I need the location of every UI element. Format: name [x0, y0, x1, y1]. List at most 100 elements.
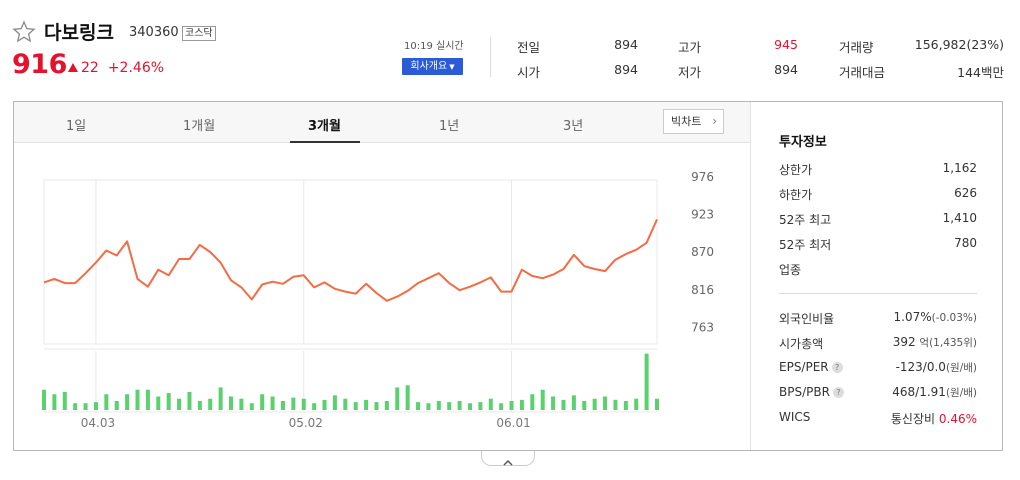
volume-bar	[436, 400, 441, 410]
volume-label: 거래량	[839, 40, 874, 55]
collapse-button[interactable]	[481, 451, 535, 466]
bps-pbr-text: BPS/PBR	[779, 385, 830, 399]
volume-bar	[447, 402, 452, 410]
x-tick-label: 04.03	[81, 416, 115, 430]
volume-bar	[603, 396, 608, 410]
volume-bar	[260, 394, 265, 410]
volume-bar	[125, 394, 130, 410]
volume-bar	[623, 400, 628, 410]
prev-close-label: 전일	[517, 40, 541, 55]
eps-per-text: EPS/PER	[779, 360, 829, 374]
company-overview-button[interactable]: 회사개요 ▼	[402, 58, 463, 75]
volume-bar	[405, 385, 410, 410]
period-tabs: 1일 1개월 3개월 1년 3년 빅차트 ›	[14, 102, 750, 143]
volume-bar	[166, 393, 171, 410]
volume-bar	[156, 396, 161, 410]
market-cap-unit: 억(1,435위)	[919, 337, 977, 349]
volume-bar	[312, 403, 317, 410]
volume-bar	[239, 398, 244, 410]
foreign-ratio-change: (-0.03%)	[931, 312, 977, 324]
volume-value: 156,982(23%)	[914, 37, 1004, 52]
volume-bar	[509, 400, 514, 410]
volume-bar	[499, 403, 504, 410]
lower-limit-label: 하한가	[779, 188, 813, 202]
volume-bar	[634, 398, 639, 410]
stock-code: 340360	[129, 25, 179, 40]
y-tick-label: 976	[691, 170, 714, 184]
volume-bar	[467, 403, 472, 410]
low52-value: 780	[954, 236, 977, 250]
y-tick-label: 763	[691, 321, 714, 335]
tab-1d[interactable]: 1일	[66, 119, 87, 134]
volume-bar	[530, 394, 535, 410]
high52-label: 52주 최고	[779, 213, 832, 227]
volume-bar	[395, 387, 400, 410]
volume-bar	[104, 394, 109, 410]
help-icon[interactable]: ?	[832, 387, 844, 398]
wics-value: 통신장비 0.46%	[891, 410, 977, 427]
volume-bar	[249, 403, 254, 410]
change-rate: +2.46%	[107, 60, 165, 76]
x-tick-label: 06.01	[496, 416, 530, 430]
volume-bar	[519, 399, 524, 410]
high-label: 고가	[678, 40, 702, 55]
tab-1m[interactable]: 1개월	[183, 119, 216, 134]
volume-bar	[571, 395, 576, 410]
volume-bar	[93, 402, 98, 410]
volume-bar	[384, 400, 389, 410]
volume-bar	[218, 387, 223, 410]
volume-bar	[177, 398, 182, 410]
stock-header: 다보링크 340360 코스닥 916 22 +2.46% 10:19 실시간 회…	[0, 0, 1020, 100]
tab-3m[interactable]: 3개월	[308, 119, 341, 134]
low-value: 894	[774, 62, 798, 77]
volume-bar	[322, 399, 327, 410]
favorite-star-icon[interactable]	[12, 20, 36, 44]
prev-close-value: 894	[614, 37, 638, 52]
bps-pbr-unit: (원/배)	[945, 387, 977, 399]
industry-label: 업종	[779, 263, 802, 277]
help-icon[interactable]: ?	[831, 362, 843, 373]
market-badge: 코스닥	[182, 26, 216, 41]
tab-3y[interactable]: 3년	[563, 119, 584, 134]
plot-frame	[43, 179, 658, 345]
volume-bar	[187, 391, 192, 410]
high52-value: 1,410	[942, 211, 977, 225]
price-chart[interactable]: 04.03 05.02 06.01 976 923 870 816 763	[14, 144, 750, 450]
bps-pbr: 468/1.91	[892, 385, 946, 399]
volume-bar	[488, 398, 493, 410]
chart-panel: 1일 1개월 3개월 1년 3년 빅차트 › 04.03 05.02 06.01 976…	[13, 101, 1003, 451]
wics-sector[interactable]: 통신장비	[890, 412, 936, 426]
volume-bar	[374, 402, 379, 410]
eps-per-label: EPS/PER?	[779, 360, 843, 374]
realtime-label: 10:19 실시간	[404, 41, 464, 52]
current-price: 916	[12, 49, 67, 80]
bps-pbr-label: BPS/PBR?	[779, 385, 844, 399]
volume-bar	[540, 389, 545, 410]
volume-bar	[551, 396, 556, 410]
volume-bar	[332, 395, 337, 410]
up-triangle-icon	[68, 63, 78, 72]
eps-per: -123/0.0	[895, 360, 946, 374]
volume-bar	[114, 400, 119, 410]
y-tick-label: 816	[691, 283, 714, 297]
volume-bar	[592, 398, 597, 410]
eps-per-value: -123/0.0(원/배)	[896, 360, 977, 375]
volume-bar	[644, 353, 649, 410]
price-change: 22 +2.46%	[68, 60, 164, 76]
volume-bar	[83, 403, 88, 410]
volume-bar	[208, 398, 213, 410]
tab-1y[interactable]: 1년	[439, 119, 460, 134]
wics-label: WICS	[779, 410, 811, 424]
upper-limit-value: 1,162	[942, 161, 977, 175]
active-tab-indicator	[290, 141, 360, 143]
y-tick-label: 923	[691, 207, 714, 221]
volume-bar	[343, 398, 348, 410]
volume-bar	[613, 399, 618, 410]
volume-bar	[135, 389, 140, 410]
amount-label: 거래대금	[839, 65, 886, 80]
big-chart-button[interactable]: 빅차트 ›	[663, 109, 724, 134]
volume-bar	[52, 394, 57, 410]
market-cap: 392	[892, 335, 916, 349]
volume-bar	[291, 397, 296, 410]
stock-name: 다보링크	[44, 22, 114, 44]
